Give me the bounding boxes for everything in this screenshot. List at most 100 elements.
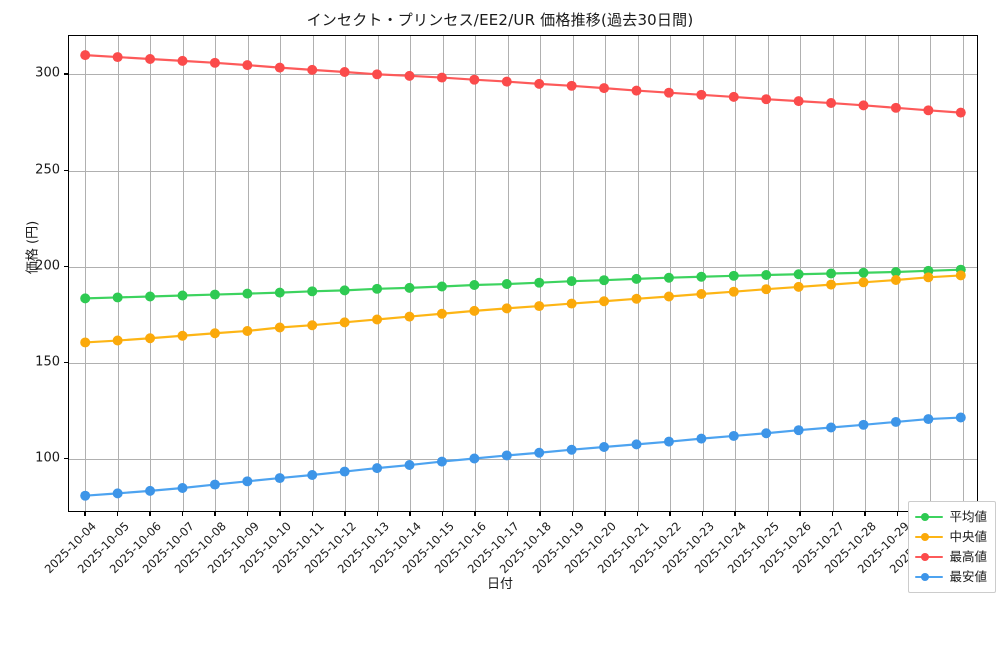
data-point: [890, 416, 901, 427]
data-point: [209, 57, 220, 68]
series-line: [84, 268, 962, 300]
data-point: [858, 277, 869, 288]
grid-line-vertical: [540, 36, 542, 511]
data-point: [631, 293, 642, 304]
data-point: [80, 490, 91, 501]
legend-label: 最高値: [949, 548, 987, 564]
legend-swatch-icon: [915, 531, 944, 543]
grid-line-vertical: [117, 36, 119, 511]
grid-line-vertical: [215, 36, 217, 511]
series-lines: [80, 50, 966, 501]
x-tick-mark: [214, 512, 216, 516]
grid-line-vertical: [637, 36, 639, 511]
grid-line-vertical: [507, 36, 509, 511]
x-tick-mark: [539, 512, 541, 516]
data-point: [663, 436, 674, 447]
y-axis-title: 価格 (円): [25, 220, 41, 275]
x-tick-mark: [669, 512, 671, 516]
grid-line-vertical: [475, 36, 477, 511]
grid-line-vertical: [377, 36, 379, 511]
x-tick-mark: [474, 512, 476, 516]
data-point: [436, 308, 447, 319]
series-3: [80, 50, 966, 118]
legend-swatch-icon: [915, 511, 944, 523]
grid-line-vertical: [280, 36, 282, 511]
grid-line-horizontal: [69, 170, 977, 172]
x-tick-mark: [766, 512, 769, 516]
data-point: [307, 64, 318, 75]
data-point: [307, 320, 318, 331]
legend-swatch-icon: [915, 571, 944, 583]
data-point: [145, 291, 156, 302]
data-point: [534, 277, 545, 288]
legend-item-1[interactable]: 平均値: [915, 507, 987, 527]
series-2: [80, 270, 966, 348]
chart-figure: インセクト・プリンセス/EE2/UR 価格推移(過去30日間) 価格 (円) 日…: [25, 11, 996, 593]
x-tick-mark: [799, 512, 801, 516]
x-tick-mark: [149, 512, 151, 516]
x-tick-mark: [896, 512, 899, 516]
data-point: [469, 280, 480, 290]
series-line: [84, 54, 962, 114]
data-point: [404, 460, 415, 471]
data-point: [599, 275, 610, 286]
grid-line-horizontal: [69, 74, 977, 76]
legend-item-3[interactable]: 最高値: [915, 547, 987, 567]
data-point: [826, 279, 837, 290]
data-point: [501, 76, 512, 87]
data-point: [696, 89, 707, 100]
data-point: [469, 305, 480, 316]
x-tick-mark: [604, 512, 606, 516]
data-point: [80, 293, 91, 304]
data-point: [631, 273, 642, 284]
x-tick-mark: [831, 512, 834, 516]
data-point: [145, 485, 156, 496]
data-point: [177, 483, 188, 493]
grid-line-vertical: [312, 36, 314, 511]
data-point: [145, 54, 156, 64]
data-point: [761, 284, 772, 295]
data-point: [566, 298, 577, 309]
data-point: [404, 311, 415, 322]
grid-line-vertical: [150, 36, 152, 511]
data-point: [372, 463, 383, 474]
data-point: [599, 83, 610, 94]
legend-label: 最安値: [949, 568, 987, 584]
data-point: [761, 270, 772, 281]
data-point: [761, 428, 772, 439]
x-tick-mark: [571, 512, 574, 516]
data-point: [177, 290, 188, 301]
legend-item-4[interactable]: 最安値: [915, 567, 987, 587]
data-point: [696, 289, 707, 299]
data-point: [339, 67, 350, 77]
data-point: [112, 488, 123, 499]
data-point: [858, 267, 869, 278]
grid-line-horizontal: [69, 362, 977, 364]
y-tick-mark: [64, 361, 68, 364]
data-point: [436, 456, 447, 467]
data-point: [631, 85, 642, 96]
series-4: [80, 412, 966, 501]
data-point: [826, 268, 837, 279]
chart-legend[interactable]: 平均値 中央値 最高値最安値: [908, 501, 996, 593]
x-tick-mark: [84, 512, 86, 516]
data-point: [696, 271, 707, 282]
data-point: [209, 289, 220, 300]
data-point: [307, 286, 318, 297]
data-point: [663, 291, 674, 302]
data-point: [436, 72, 447, 83]
data-point: [372, 314, 383, 325]
grid-line-vertical: [410, 36, 412, 511]
x-tick-mark: [636, 512, 639, 516]
grid-line-vertical: [605, 36, 607, 511]
data-point: [599, 296, 610, 307]
data-point: [793, 96, 804, 107]
data-point: [955, 107, 966, 118]
x-tick-mark: [181, 512, 184, 516]
legend-item-2[interactable]: 中央値: [915, 527, 987, 547]
data-point: [534, 301, 545, 312]
data-point: [404, 282, 415, 293]
data-point: [177, 330, 188, 341]
grid-line-horizontal: [69, 266, 977, 268]
x-tick-mark: [376, 512, 379, 516]
